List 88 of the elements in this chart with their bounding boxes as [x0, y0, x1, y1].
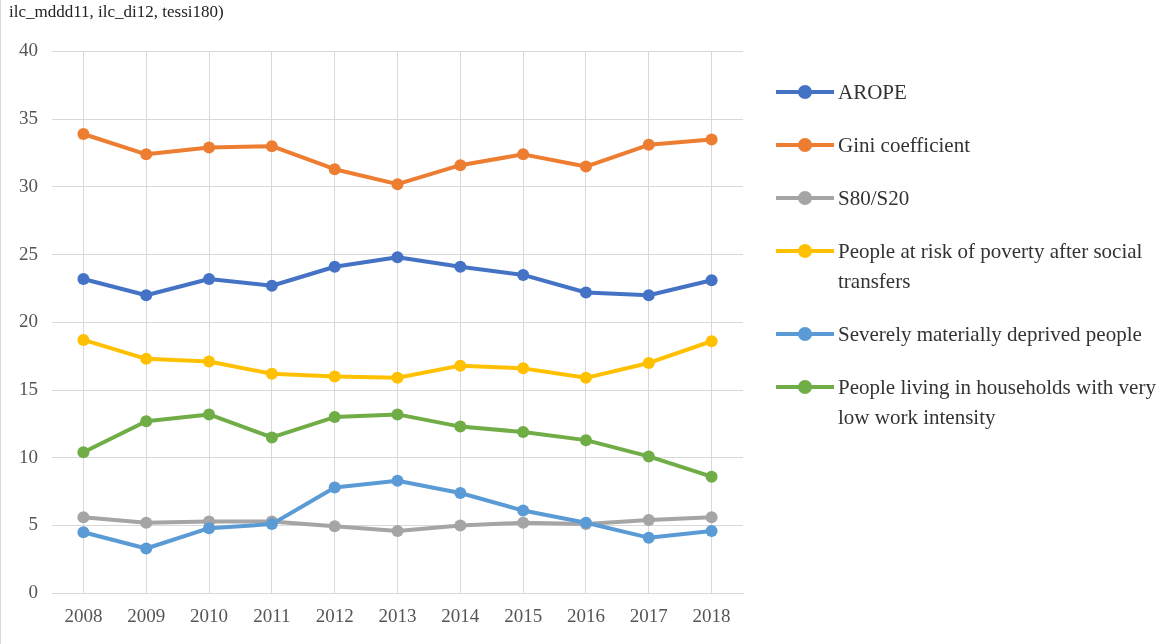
legend-label: People living in households with very low work intensity — [838, 374, 1157, 431]
point — [328, 520, 341, 533]
point — [140, 415, 153, 428]
y-tick-label: 5 — [28, 513, 38, 535]
point — [642, 138, 655, 151]
x-tick-label: 2011 — [253, 604, 291, 626]
x-tick-label: 2013 — [378, 604, 417, 626]
point — [705, 524, 718, 537]
x-tick-label: 2009 — [127, 604, 166, 626]
point — [517, 426, 530, 439]
point — [517, 362, 530, 375]
point — [203, 522, 216, 535]
y-tick-label: 35 — [19, 107, 38, 129]
legend-label: AROPE — [838, 79, 908, 106]
legend-label: People at risk of poverty after social transfers — [838, 238, 1144, 295]
y-tick-label: 25 — [19, 242, 38, 264]
point — [77, 446, 90, 459]
y-tick-label: 30 — [19, 174, 38, 196]
point — [642, 356, 655, 369]
point — [328, 260, 341, 273]
y-tick-label: 0 — [28, 581, 38, 603]
point — [705, 133, 718, 146]
point — [77, 526, 90, 539]
point — [140, 516, 153, 529]
point — [328, 370, 341, 383]
x-tick-label: 2010 — [190, 604, 229, 626]
point — [705, 470, 718, 483]
point — [265, 140, 278, 153]
point — [203, 141, 216, 154]
point — [391, 371, 404, 384]
point — [454, 420, 467, 433]
point — [454, 159, 467, 172]
point — [454, 486, 467, 499]
x-tick-label: 2012 — [315, 604, 354, 626]
x-tick-label: 2015 — [504, 604, 543, 626]
legend-label: Severely materially deprived people — [838, 321, 1143, 348]
legend-label: Gini coefficient — [838, 132, 971, 159]
point — [140, 148, 153, 161]
point — [77, 272, 90, 285]
point — [140, 352, 153, 365]
point — [705, 335, 718, 348]
point — [454, 260, 467, 273]
point — [203, 408, 216, 421]
x-tick-label: 2014 — [441, 604, 480, 626]
point — [705, 511, 718, 524]
point — [203, 272, 216, 285]
point — [140, 542, 153, 555]
point — [454, 519, 467, 532]
point — [391, 178, 404, 191]
point — [579, 371, 592, 384]
point — [517, 504, 530, 517]
point — [579, 160, 592, 173]
point — [642, 531, 655, 544]
y-tick-label: 20 — [19, 310, 38, 332]
point — [579, 286, 592, 299]
point — [77, 128, 90, 141]
point — [328, 411, 341, 424]
x-tick-label: 2018 — [692, 604, 731, 626]
y-tick-label: 40 — [19, 39, 38, 61]
point — [265, 431, 278, 444]
point — [454, 359, 467, 372]
point — [642, 514, 655, 527]
point — [391, 251, 404, 264]
point — [642, 289, 655, 302]
point — [579, 434, 592, 447]
x-tick-label: 2016 — [566, 604, 605, 626]
legend-label: S80/S20 — [838, 185, 911, 212]
point — [517, 268, 530, 281]
y-tick-label: 10 — [19, 445, 38, 467]
point — [265, 367, 278, 380]
point — [391, 524, 404, 537]
point — [328, 163, 341, 176]
point — [391, 474, 404, 487]
point — [140, 289, 153, 302]
point — [265, 279, 278, 292]
point — [203, 355, 216, 368]
x-tick-label: 2017 — [629, 604, 668, 626]
point — [328, 481, 341, 494]
y-tick-label: 15 — [19, 378, 38, 400]
point — [517, 148, 530, 161]
text: ilc_mddd11, ilc_di12, tessi180) — [9, 2, 224, 22]
point — [77, 333, 90, 346]
x-tick-label: 2008 — [64, 604, 103, 626]
point — [391, 408, 404, 421]
point — [642, 450, 655, 463]
point — [517, 516, 530, 529]
point — [77, 511, 90, 524]
point — [705, 274, 718, 287]
